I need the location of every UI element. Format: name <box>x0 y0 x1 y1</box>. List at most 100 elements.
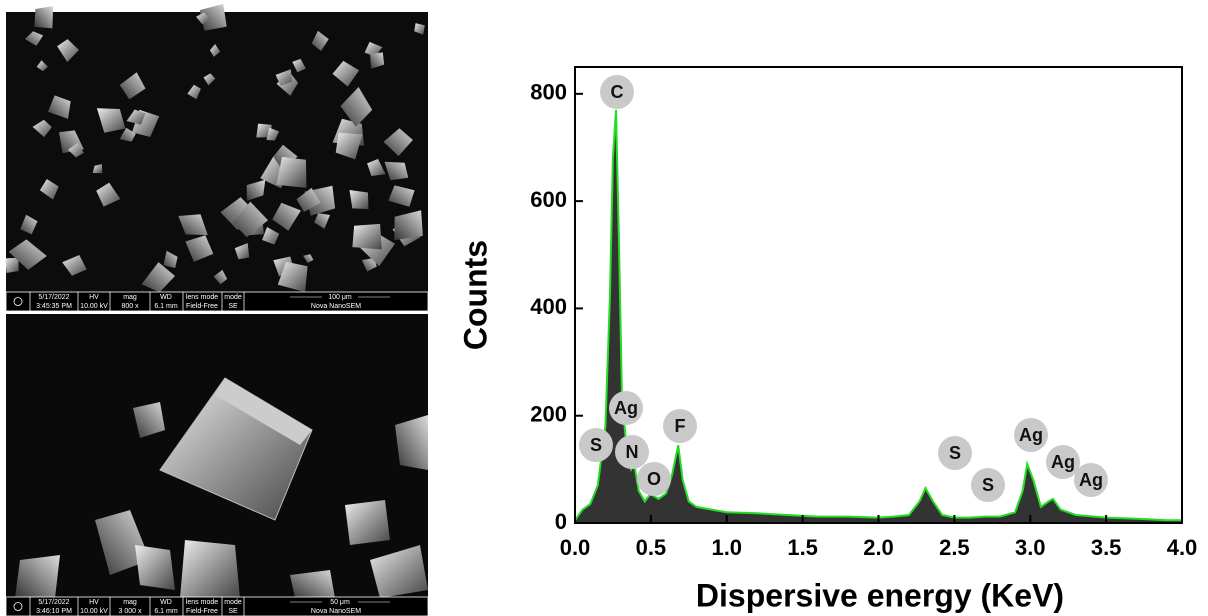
annotation-badge <box>609 391 643 425</box>
info-value: 3 000 x <box>119 608 142 615</box>
crystals <box>5 3 425 293</box>
crystal <box>135 545 175 590</box>
y-tick-label: 400 <box>530 294 567 319</box>
crystal <box>185 235 214 262</box>
y-tick-label: 800 <box>530 80 567 105</box>
annotation: N <box>626 442 639 462</box>
info-value: Field-Free <box>186 608 218 615</box>
crystal <box>178 214 208 236</box>
crystal <box>388 185 415 207</box>
crystal <box>95 510 150 575</box>
info-cell <box>243 291 429 312</box>
crystal <box>15 555 60 598</box>
x-tick-label: 0.0 <box>560 535 591 560</box>
plot-frame <box>574 66 1183 524</box>
crystal <box>352 223 382 250</box>
crystal <box>349 190 369 210</box>
crystal <box>311 30 329 51</box>
crystal <box>180 540 240 598</box>
x-axis-title: Dispersive energy (KeV) <box>696 577 1064 613</box>
crystal <box>32 119 52 138</box>
info-value: 3:46:10 PM <box>36 608 72 615</box>
info-bars: 5/17/2022 3:45:35 PM HV 10.00 kV mag 800 x WD 6… <box>5 291 429 616</box>
annotation: Ag <box>1051 452 1075 472</box>
crystal <box>232 201 268 238</box>
info-label: WD <box>160 294 172 301</box>
info-value: 6.1 mm <box>154 608 178 615</box>
crystal <box>276 72 299 96</box>
crystal <box>332 60 360 87</box>
info-value: SE <box>228 608 238 615</box>
crystal <box>126 109 146 125</box>
info-label: HV <box>89 599 99 606</box>
annotation-badge <box>938 436 972 470</box>
crystals <box>15 377 428 598</box>
spectrum-fill <box>575 109 1182 524</box>
crystal <box>96 182 121 207</box>
crystal <box>92 164 103 174</box>
crystal <box>199 3 227 31</box>
info-label: mode <box>224 599 242 606</box>
crystal <box>303 254 314 263</box>
info-value: 800 x <box>121 303 139 310</box>
crystal <box>395 415 428 470</box>
crystal <box>340 87 373 127</box>
annotation: S <box>982 475 994 495</box>
crystal <box>62 255 87 276</box>
crystal <box>292 58 306 73</box>
annotation-badge <box>600 75 634 109</box>
info-value: 6.1 mm <box>154 303 178 310</box>
crystal <box>133 402 165 438</box>
annotation-badge <box>1046 445 1080 479</box>
crystal <box>384 161 409 181</box>
annotation-badge <box>637 462 671 496</box>
annotation-badge <box>1014 418 1048 452</box>
crystal <box>370 52 385 69</box>
info-label: 5/17/2022 <box>38 599 69 606</box>
crystal <box>196 12 210 25</box>
crystal <box>367 158 386 176</box>
crystal <box>370 545 428 598</box>
x-tick-label: 1.5 <box>787 535 818 560</box>
crystal <box>187 84 201 100</box>
info-label: mag <box>123 599 137 606</box>
info-label: mode <box>224 294 242 301</box>
info-label: lens mode <box>186 599 218 606</box>
annotation: Ag <box>614 398 638 418</box>
x-tick-label: 4.0 <box>1167 535 1198 560</box>
crystal <box>203 73 216 86</box>
crystal <box>414 23 425 35</box>
crystal <box>277 261 308 293</box>
annotation-badge <box>579 428 613 462</box>
annotation-badge <box>971 468 1005 502</box>
info-label: HV <box>89 294 99 301</box>
info-label: WD <box>160 599 172 606</box>
crystal <box>383 128 413 156</box>
info-value: SE <box>228 303 238 310</box>
crystal <box>246 179 266 201</box>
annotation-badge <box>1074 463 1108 497</box>
info-value: 3:45:35 PM <box>36 303 72 310</box>
info-value: 10.00 kV <box>80 303 108 310</box>
info-label: 5/17/2022 <box>38 294 69 301</box>
crystal <box>314 213 330 229</box>
crystal <box>68 142 84 158</box>
crystal <box>272 202 301 231</box>
annotation-badge <box>615 435 649 469</box>
crystal <box>36 60 48 72</box>
crystal <box>394 210 423 241</box>
scale-label-bg <box>322 598 358 606</box>
crystal <box>290 570 335 598</box>
crystal <box>296 187 321 212</box>
crystal <box>276 156 307 188</box>
annotation: Ag <box>1079 470 1103 490</box>
sem-panel: 5/17/2022 3:45:35 PM HV 10.00 kV mag 800 x WD 6… <box>5 3 429 616</box>
crystal <box>96 108 126 133</box>
x-tick-label: 1.0 <box>711 535 742 560</box>
crystal <box>209 44 221 57</box>
logo <box>13 297 23 306</box>
crystal <box>364 41 383 57</box>
crystal <box>256 123 272 138</box>
y-tick-label: 0 <box>555 509 567 534</box>
